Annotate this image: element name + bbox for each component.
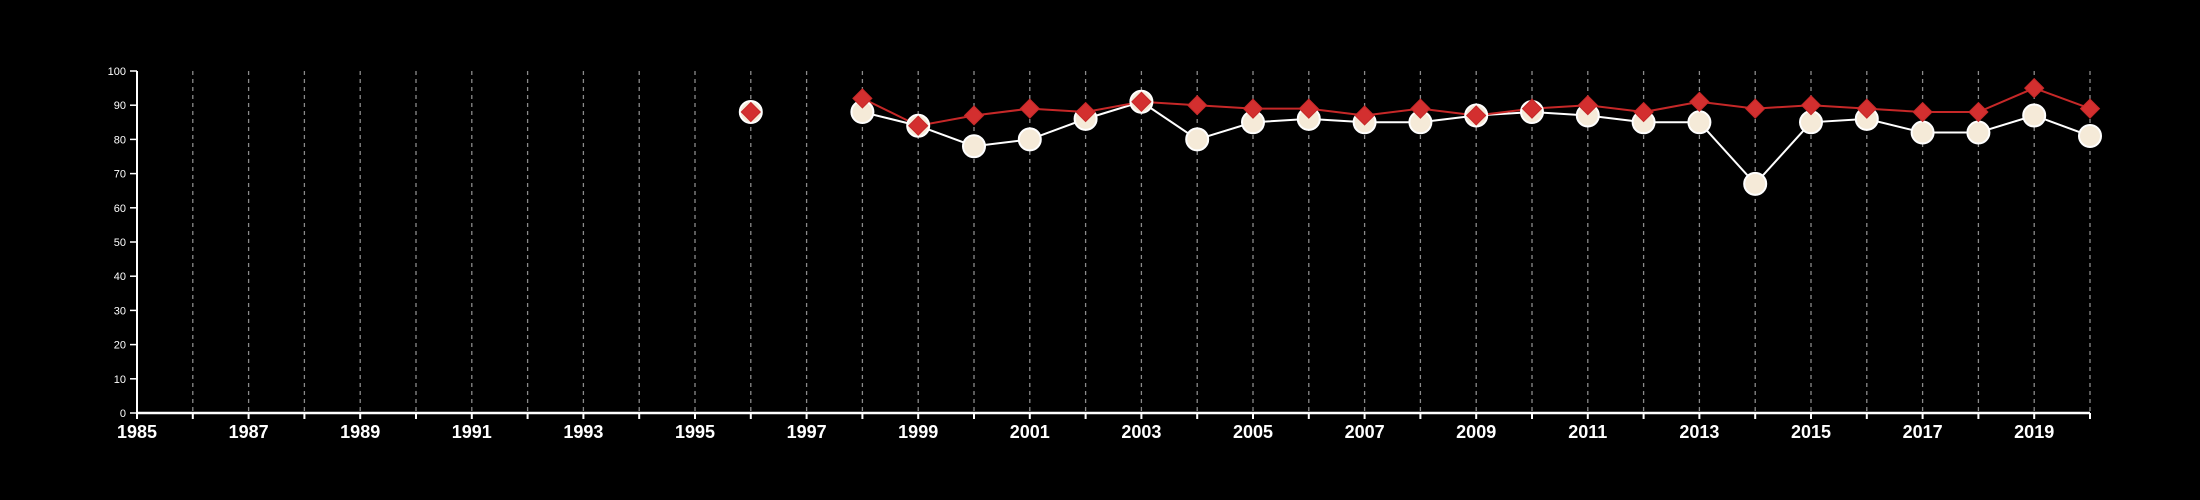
point-diamond [1354,105,1375,126]
point-diamond [1075,101,1096,123]
point-circle [1017,127,1042,152]
y-tick-label: 50 [114,237,126,249]
series-layer [738,77,2102,196]
point-diamond [963,105,985,126]
x-tick-label: 2007 [1345,422,1385,442]
x-tick-label: 2019 [2014,422,2054,442]
point-circle [1910,120,1935,145]
x-tick-label: 1997 [787,422,827,442]
point-diamond [1521,98,1543,119]
point-diamond [1577,94,1599,116]
point-diamond [1689,91,1710,112]
point-circle [1966,120,1991,145]
x-tick-label: 1993 [563,422,603,442]
x-tick-label: 2011 [1568,422,1607,442]
x-tick-label: 1991 [452,422,492,442]
point-circle [2078,123,2102,148]
x-tick-label: 1987 [229,422,269,442]
y-tick-label: 30 [114,305,126,317]
y-tick-label: 80 [114,134,126,146]
x-tick-label: 2017 [1903,422,1943,442]
point-circle [2022,103,2047,128]
x-tick-label: 1999 [898,422,938,442]
y-tick-label: 60 [114,203,126,215]
point-diamond [740,101,762,123]
point-diamond [1744,98,1766,119]
y-tick-label: 40 [114,271,126,283]
y-tick-label: 10 [114,374,126,386]
point-diamond [2023,77,2045,99]
x-tick-label: 2001 [1010,422,1050,442]
y-tick-label: 20 [114,340,126,352]
point-circle [1185,127,1210,152]
point-diamond [1856,98,1878,119]
point-circle [1743,171,1768,196]
y-tick-label: 100 [108,66,126,78]
x-tick-label: 1985 [117,422,157,442]
point-diamond [1131,91,1152,112]
point-diamond [907,115,929,136]
point-diamond [1298,98,1320,119]
y-tick-label: 0 [120,408,126,420]
y-tick-label: 90 [114,100,126,112]
x-tick-label: 2005 [1233,422,1273,442]
point-diamond [1410,98,1431,119]
point-diamond [852,88,873,109]
point-circle [962,134,986,159]
x-tick-label: 1989 [340,422,380,442]
x-tick-label: 2013 [1679,422,1719,442]
x-tick-label: 2015 [1791,422,1831,442]
x-tick-label: 2003 [1121,422,1161,442]
point-diamond [1186,94,1208,116]
point-circle [1687,110,1712,135]
x-tick-label: 2009 [1456,422,1496,442]
point-diamond [1019,98,1041,119]
point-diamond [1242,98,1264,119]
point-diamond [1633,101,1654,123]
point-diamond [1968,101,1989,123]
point-diamond [1465,105,1487,126]
x-tick-label: 1995 [675,422,715,442]
point-diamond [2079,98,2101,119]
point-diamond [1800,94,1822,116]
point-diamond [1912,101,1933,123]
y-tick-label: 70 [114,169,126,181]
axis-layer: 1985 1987 1989 1991 1993 1995 1997 1999 2001 2003… [108,66,2091,442]
